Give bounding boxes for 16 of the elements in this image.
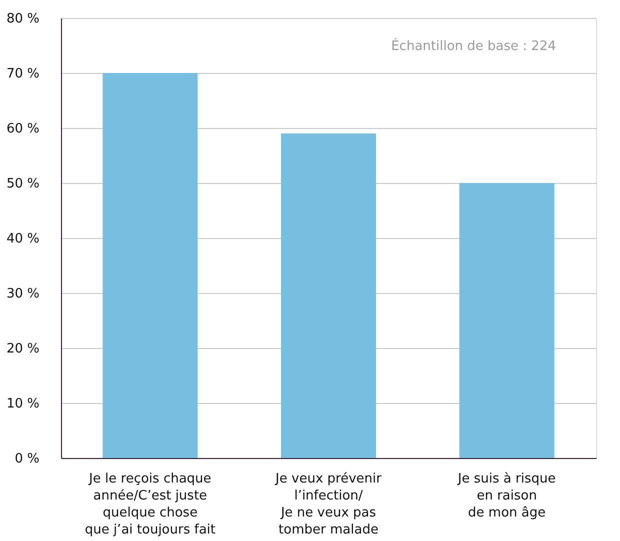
x-tick-label: Je veux prévenir l’infection/ Je ne veux pas tomber malade <box>274 472 382 538</box>
y-tick-label: 60 % <box>6 122 40 136</box>
y-tick-label: 80 % <box>6 12 40 26</box>
y-tick-label: 70 % <box>6 66 40 82</box>
x-tick-label: Je suis à risque en raison de mon âge <box>456 472 556 520</box>
y-tick-label: 20 % <box>6 342 40 356</box>
y-tick-label: 40 % <box>6 232 40 246</box>
y-tick-label: 0 % <box>14 452 40 466</box>
y-tick-label: 10 % <box>6 396 40 412</box>
y-tick-label: 30 % <box>6 286 40 302</box>
bar <box>102 73 198 458</box>
bar <box>459 183 554 458</box>
annotation: Échantillon de base : 224 <box>391 37 556 54</box>
y-tick-label: 50 % <box>6 176 40 192</box>
bar <box>281 134 376 458</box>
x-tick-label: Je le reçois chaque année/C’est juste quelque chose que j’ai toujours fait <box>84 472 216 538</box>
